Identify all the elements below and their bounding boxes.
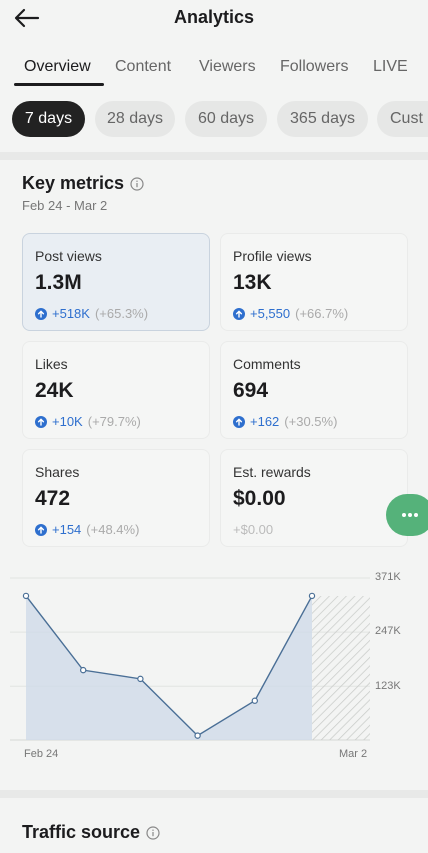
metric-change: +154 (+48.4%) xyxy=(35,522,139,537)
metric-label: Comments xyxy=(233,356,301,372)
x-tick-label: Mar 2 xyxy=(339,748,368,760)
trend-up-icon xyxy=(35,307,47,320)
metric-label: Profile views xyxy=(233,248,312,264)
range-pill-custom[interactable]: Cust xyxy=(377,101,428,137)
metric-delta: +154 xyxy=(52,522,82,537)
chart-point[interactable] xyxy=(194,732,201,739)
chart-point[interactable] xyxy=(22,592,30,600)
info-icon[interactable] xyxy=(146,825,160,840)
metric-change: +10K (+79.7%) xyxy=(35,414,141,429)
metric-percent: (+66.7%) xyxy=(295,306,349,321)
tab-viewers[interactable]: Viewers xyxy=(199,58,256,75)
x-tick-label: Feb 24 xyxy=(24,748,59,760)
trend-up-icon xyxy=(35,415,47,428)
chart-point[interactable] xyxy=(79,666,87,674)
metric-percent: (+79.7%) xyxy=(87,414,141,429)
metric-card-post-views[interactable]: Post views 1.3M +518K (+65.3%) xyxy=(22,233,210,331)
page-title: Analytics xyxy=(173,7,255,27)
metric-card-est-rewards[interactable]: Est. rewards $0.00 +$0.00 xyxy=(220,449,408,547)
metric-label: Est. rewards xyxy=(233,464,311,480)
back-arrow-icon xyxy=(14,8,40,28)
more-dots-icon xyxy=(402,513,418,517)
metric-card-profile-views[interactable]: Profile views 13K +5,550 (+66.7%) xyxy=(220,233,408,331)
range-pill-60-days[interactable]: 60 days xyxy=(185,101,267,137)
chart-point[interactable] xyxy=(308,592,316,600)
tab-live[interactable]: LIVE xyxy=(373,58,408,75)
chart-point[interactable] xyxy=(251,697,258,704)
metric-delta: +5,550 xyxy=(250,306,291,321)
metric-label: Likes xyxy=(35,356,68,372)
range-pill-28-days[interactable]: 28 days xyxy=(95,101,175,137)
metric-card-likes[interactable]: Likes 24K +10K (+79.7%) xyxy=(22,341,210,439)
metric-delta: +10K xyxy=(52,414,83,429)
key-metrics-title: Key metrics xyxy=(22,173,144,194)
tab-followers[interactable]: Followers xyxy=(280,58,349,75)
tab-content[interactable]: Content xyxy=(115,58,172,75)
range-pill-7-days[interactable]: 7 days xyxy=(12,101,85,137)
chart-area xyxy=(26,595,312,740)
tab-bar: Overview Content Viewers Followers LIVE xyxy=(0,48,428,88)
y-tick-label: 371K xyxy=(375,571,401,583)
trend-up-icon xyxy=(233,307,245,320)
metric-percent: (+48.4%) xyxy=(86,522,140,537)
metric-card-comments[interactable]: Comments 694 +162 (+30.5%) xyxy=(220,341,408,439)
metric-label: Shares xyxy=(35,464,80,480)
partial-day-hatch xyxy=(312,596,370,740)
metric-percent: (+65.3%) xyxy=(94,306,149,321)
tab-overview[interactable]: Overview xyxy=(24,58,91,75)
metric-change: +5,550 (+66.7%) xyxy=(233,306,348,321)
metric-value: 694 xyxy=(233,379,269,402)
header: Analytics xyxy=(0,0,428,40)
trend-up-icon xyxy=(233,415,245,428)
metric-label: Post views xyxy=(35,248,102,264)
metric-value: 24K xyxy=(35,379,74,402)
chart-line xyxy=(25,595,313,737)
date-range-selector: 7 days 28 days 60 days 365 days Cust xyxy=(0,101,428,139)
metric-percent: (+30.5%) xyxy=(284,414,338,429)
section-divider xyxy=(0,152,428,160)
metric-value: 1.3M xyxy=(35,271,82,294)
info-icon[interactable] xyxy=(130,176,144,191)
traffic-source-title: Traffic source xyxy=(22,822,160,843)
metric-card-shares[interactable]: Shares 472 +154 (+48.4%) xyxy=(22,449,210,547)
trend-up-icon xyxy=(35,523,47,536)
metric-delta: +518K xyxy=(52,306,90,321)
metric-delta: +$0.00 xyxy=(233,522,274,537)
chart-point[interactable] xyxy=(137,675,144,683)
traffic-source-title-text: Traffic source xyxy=(22,822,141,842)
range-pill-365-days[interactable]: 365 days xyxy=(277,101,368,137)
more-options-button[interactable] xyxy=(386,494,428,536)
chart-plot xyxy=(10,577,370,741)
date-range-text: Feb 24 - Mar 2 xyxy=(22,198,108,213)
metric-change: +518K (+65.3%) xyxy=(35,306,148,321)
active-tab-indicator xyxy=(14,83,104,86)
metric-value: 472 xyxy=(35,487,71,510)
key-metrics-title-text: Key metrics xyxy=(22,173,125,193)
y-tick-label: 247K xyxy=(375,625,401,637)
metric-change: +$0.00 xyxy=(233,522,273,537)
metric-value: 13K xyxy=(233,271,272,294)
y-tick-label: 123K xyxy=(375,680,401,692)
metric-delta: +162 xyxy=(250,414,280,429)
back-button[interactable] xyxy=(12,5,42,31)
section-divider xyxy=(0,790,428,798)
post-views-chart: 371K 247K 123K Feb 24 Mar 2 xyxy=(0,560,428,770)
metric-value: $0.00 xyxy=(233,487,286,510)
metric-change: +162 (+30.5%) xyxy=(233,414,337,429)
